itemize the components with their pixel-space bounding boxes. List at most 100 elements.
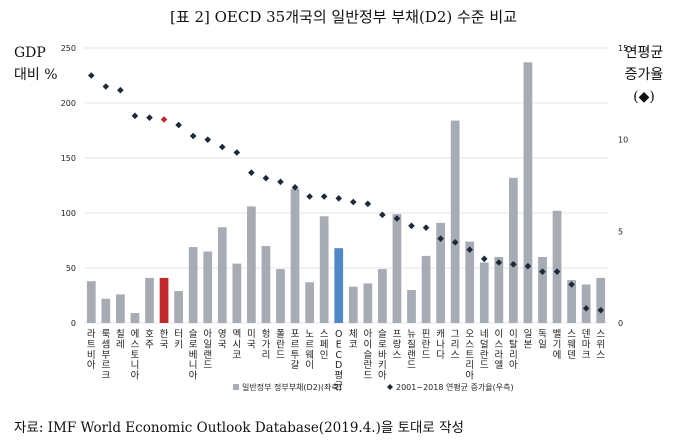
bar-오스트리아 bbox=[465, 241, 475, 323]
chart-title: [표 2] OECD 35개국의 일반정부 부채(D2) 수준 비교 bbox=[170, 8, 517, 26]
y-left-tick-label: 100 bbox=[61, 209, 76, 218]
source-note: 자료: IMF World Economic Outlook Database(… bbox=[14, 420, 464, 436]
marker-칠레 bbox=[117, 86, 124, 94]
marker-그리스 bbox=[451, 239, 459, 246]
bar-이스라엘 bbox=[494, 257, 504, 323]
bar-룩셈부르크 bbox=[101, 298, 111, 323]
y-axis-right-label: 연평균 증가율 (◆) bbox=[606, 42, 682, 108]
marker-스페인 bbox=[320, 193, 328, 200]
marker-이탈리아 bbox=[510, 261, 517, 268]
bar-영국 bbox=[217, 227, 227, 323]
y-right-tick-label: 0 bbox=[618, 319, 623, 328]
y-right-tick-label: 15 bbox=[618, 44, 628, 53]
legend-swatch-markers bbox=[387, 384, 393, 390]
y-axis-left-label-line1: GDP bbox=[14, 45, 46, 61]
y-axis-right-label-line2: 증가율 bbox=[624, 67, 664, 83]
bar-멕시코 bbox=[232, 263, 242, 323]
bar-스페인 bbox=[319, 216, 329, 323]
marker-멕시코 bbox=[233, 149, 241, 156]
y-left-tick-label: 50 bbox=[66, 264, 76, 273]
bar-에스토니아 bbox=[130, 313, 140, 323]
marker-프랑스 bbox=[393, 215, 401, 222]
marker-독일 bbox=[539, 268, 546, 275]
marker-포르투갈 bbox=[291, 184, 299, 191]
bar-덴마크 bbox=[581, 284, 591, 323]
bar-아이슬란드 bbox=[363, 283, 373, 323]
marker-룩셈부르크 bbox=[102, 83, 110, 90]
marker-체코 bbox=[349, 198, 357, 206]
marker-오스트리아 bbox=[466, 246, 474, 253]
y-right-tick-label: 5 bbox=[618, 227, 623, 236]
y-left-tick-label: 200 bbox=[61, 99, 76, 108]
bar-아일랜드 bbox=[203, 251, 213, 323]
marker-아이슬란드 bbox=[364, 200, 372, 208]
y-axis-right-label-line1: 연평균 bbox=[624, 45, 664, 61]
bar-폴란드 bbox=[276, 269, 285, 323]
marker-슬로바키아 bbox=[379, 211, 386, 219]
bar-포르투갈 bbox=[290, 188, 300, 323]
bar-미국 bbox=[247, 206, 256, 323]
bar-체코 bbox=[348, 286, 358, 323]
marker-OECD평균 bbox=[335, 195, 343, 202]
bar-벨기에 bbox=[552, 210, 562, 323]
marker-캐나다 bbox=[437, 235, 444, 242]
y-axis-left-label: GDP 대비 % bbox=[14, 42, 74, 86]
marker-영국 bbox=[218, 143, 226, 151]
marker-덴마크 bbox=[582, 305, 590, 312]
marker-핀란드 bbox=[422, 224, 430, 231]
marker-일본 bbox=[524, 262, 532, 270]
y-axis-left-label-line2: 대비 % bbox=[14, 67, 58, 83]
legend-label-bars: 일반정부 정부부채(D2)(좌축) bbox=[242, 382, 342, 392]
legend-swatch-bars bbox=[233, 384, 239, 390]
marker-네덜란드 bbox=[480, 255, 488, 263]
marker-아일랜드 bbox=[204, 136, 212, 143]
bar-라트비아 bbox=[86, 281, 96, 323]
marker-한국 bbox=[160, 116, 168, 123]
marker-스웨덴 bbox=[568, 281, 575, 288]
bar-일본 bbox=[523, 62, 533, 324]
marker-터키 bbox=[175, 121, 182, 129]
marker-이스라엘 bbox=[495, 259, 503, 266]
bar-OECD평균 bbox=[334, 248, 344, 323]
bar-호주 bbox=[145, 277, 154, 323]
bar-핀란드 bbox=[421, 255, 431, 323]
bar-스위스 bbox=[596, 277, 606, 323]
marker-호주 bbox=[146, 114, 153, 121]
marker-에스토니아 bbox=[131, 112, 139, 120]
bar-칠레 bbox=[116, 294, 125, 323]
legend-label-markers: 2001~2018 연평균 증가율(우측) bbox=[396, 382, 514, 392]
bar-스웨덴 bbox=[567, 280, 576, 323]
bar-슬로바키아 bbox=[378, 269, 387, 323]
y-axis-right-label-line3: (◆) bbox=[633, 89, 655, 105]
